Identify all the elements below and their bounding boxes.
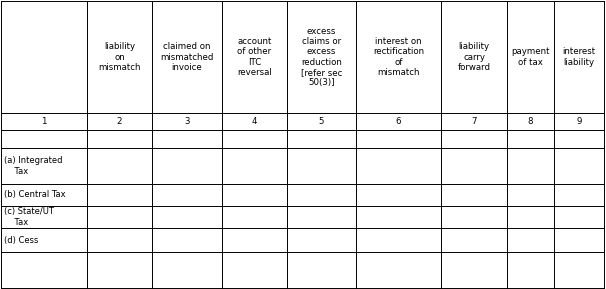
Text: liability
on
mismatch: liability on mismatch: [98, 42, 141, 72]
Text: 2: 2: [117, 117, 122, 126]
Text: (d) Cess: (d) Cess: [4, 236, 38, 244]
Text: (a) Integrated
    Tax: (a) Integrated Tax: [4, 156, 62, 176]
Text: 4: 4: [251, 117, 258, 126]
Text: 3: 3: [184, 117, 190, 126]
Text: (c) State/UT
    Tax: (c) State/UT Tax: [4, 207, 54, 227]
Text: 5: 5: [319, 117, 324, 126]
Text: liability
carry
forward: liability carry forward: [458, 42, 490, 72]
Text: account
of other
ITC
reversal: account of other ITC reversal: [237, 37, 272, 77]
Text: 6: 6: [396, 117, 401, 126]
Text: excess
claims or
excess
reduction
[refer sec
50(3)]: excess claims or excess reduction [refer…: [301, 27, 342, 88]
Text: interest on
rectification
of
mismatch: interest on rectification of mismatch: [373, 37, 424, 77]
Text: 8: 8: [528, 117, 533, 126]
Text: (b) Central Tax: (b) Central Tax: [4, 190, 65, 199]
Text: 1: 1: [41, 117, 47, 126]
Text: 7: 7: [471, 117, 477, 126]
Text: 9: 9: [576, 117, 582, 126]
Text: payment
of tax: payment of tax: [511, 47, 550, 67]
Text: claimed on
mismatched
invoice: claimed on mismatched invoice: [161, 42, 214, 72]
Text: interest
liability: interest liability: [562, 47, 596, 67]
